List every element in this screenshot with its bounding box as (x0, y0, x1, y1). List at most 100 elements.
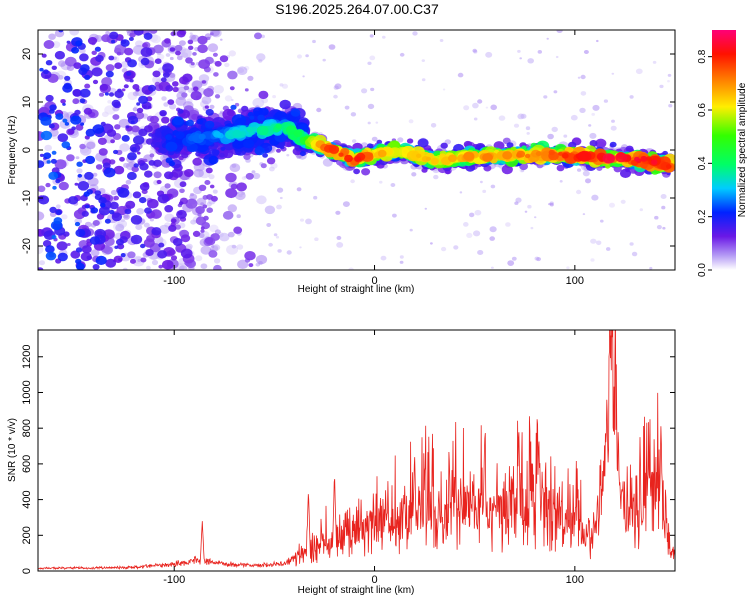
spectrogram-cell (164, 183, 171, 189)
spectrogram-cell (390, 183, 396, 187)
spectrogram-cell (170, 255, 178, 261)
spectrogram-cell (103, 167, 116, 178)
spectrogram-cell (482, 189, 487, 193)
spectrogram-cell (114, 90, 124, 99)
spectrogram-cell (45, 251, 57, 261)
spectrogram-cell (448, 154, 457, 163)
spectrogram-cell (506, 142, 514, 149)
spectrogram-cell (43, 69, 49, 75)
spectrogram-cell (55, 204, 61, 209)
spectrogram-cell (256, 53, 266, 61)
spectrogram-cell (350, 112, 357, 117)
spectrogram-cell (149, 218, 154, 222)
spectrogram-cell (399, 255, 404, 259)
spectrogram-cell (136, 102, 141, 106)
snr-x-tick-label: 0 (371, 574, 377, 586)
spectrogram-cell (57, 133, 69, 143)
spectrogram-cell (92, 264, 100, 270)
spectrogram-cell (231, 114, 247, 127)
spectrogram-cell (290, 108, 301, 117)
spectrogram-cell (79, 143, 86, 150)
spectrogram-cell (200, 226, 205, 230)
spectrogram-cell (107, 100, 112, 104)
spectrogram-cell (276, 204, 282, 210)
spectrogram-cell (105, 258, 117, 268)
spectrogram-cell (421, 59, 425, 62)
spectrogram-cell (201, 96, 212, 105)
spectrogram-cell (397, 137, 404, 143)
spectrogram-cell (210, 195, 218, 202)
spectrogram-cell (589, 132, 597, 139)
spectrogram-cell (205, 108, 214, 116)
spectrogram-cell (406, 138, 414, 144)
spectrogram-cell (112, 114, 120, 120)
spectrogram-cell (266, 223, 272, 227)
spectrogram-cell (666, 164, 672, 169)
spectrogram-cell (379, 180, 383, 184)
spectrogram-cell (576, 189, 582, 195)
spectrogram-cell (79, 53, 89, 62)
spectrogram-cell (39, 260, 45, 266)
spectrogram-cell (344, 154, 353, 163)
spectrogram-cell (214, 94, 221, 99)
spectrogram-cell (190, 219, 197, 225)
spectrogram-cell (276, 148, 281, 153)
spectrogram-cell (108, 55, 115, 61)
spectrogram-cell (316, 107, 322, 113)
spectrogram-cell (272, 95, 276, 99)
spectrogram-cell (57, 252, 68, 262)
spectrogram-cell (213, 72, 219, 77)
spectrogram-cell (135, 88, 140, 92)
figure-title: S196.2025.264.07.00.C37 (275, 1, 439, 17)
spectrogram-cell (335, 210, 341, 215)
spectrogram-cell (111, 99, 121, 108)
spectrogram-cell (589, 140, 598, 147)
spectrogram-cell (129, 32, 136, 38)
spectrogram-cell (101, 77, 113, 87)
spectrogram-cell (551, 126, 558, 133)
snr-y-tick-label: 1200 (21, 345, 33, 369)
spectrogram-cell (66, 243, 71, 246)
spectrogram-cell (71, 47, 80, 54)
spectrogram-cell (116, 238, 124, 246)
spectrogram-cell (662, 226, 666, 230)
spectrogram-cell (625, 145, 634, 152)
spectrogram-cell (656, 225, 662, 230)
spectrogram-cell (203, 88, 214, 97)
spectrogram-cell (75, 247, 83, 253)
spectrogram-cell (259, 107, 269, 116)
spectrogram-cell (149, 115, 159, 124)
spectrogram-cell (44, 144, 52, 152)
spectrogram-cell (172, 86, 179, 93)
spectrogram-cell (233, 226, 243, 234)
spectrogram-cell (611, 119, 615, 123)
spectrogram-cell (204, 105, 209, 109)
spectrogram-cell (611, 72, 615, 75)
spectrogram-cell (313, 195, 318, 200)
spectrogram-cell (382, 35, 386, 39)
spectrogram-cell (137, 259, 141, 262)
spectrogram-cell (160, 77, 167, 83)
spectrogram-cell (99, 83, 109, 91)
spectrogram-cell (139, 162, 149, 171)
spectrogram-cell (143, 222, 150, 228)
spectrogram-cell (256, 125, 269, 136)
spectrogram-cell (132, 191, 142, 199)
spectrogram-cell (485, 51, 493, 58)
spectrogram-cell (236, 244, 244, 250)
spectrogram-cell (190, 90, 202, 101)
spectrogram-cell (71, 126, 76, 131)
spectrogram-cell (132, 91, 139, 97)
spectrogram-cell (257, 114, 265, 122)
colorbar-tick-label: 0.0 (697, 263, 708, 277)
spectrogram-cell (296, 187, 302, 192)
spectrogram-cell (558, 151, 564, 156)
spectrogram-cell (433, 174, 439, 180)
spectrogram-cell (45, 245, 55, 254)
spectrogram-cell (144, 207, 152, 214)
spectrogram-cell (151, 259, 159, 266)
spectrogram-cell (40, 130, 53, 141)
spectrogram-cell (227, 231, 235, 238)
spectrogram-cell (187, 39, 194, 45)
spectrogram-cell (90, 207, 99, 214)
